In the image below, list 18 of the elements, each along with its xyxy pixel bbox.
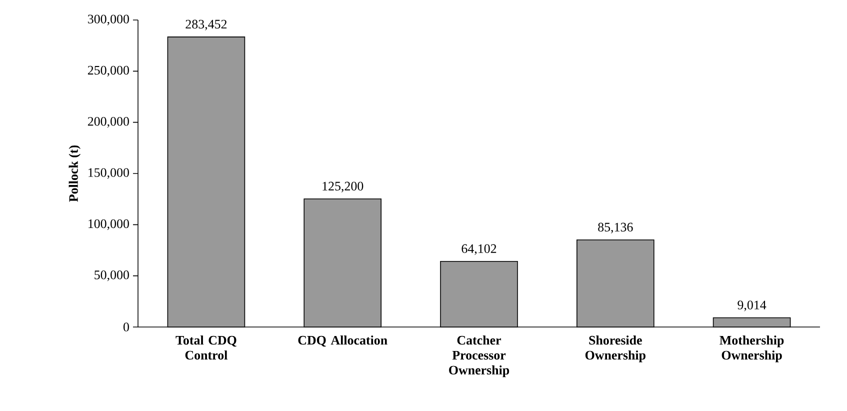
y-tick-label: 200,000 [88, 117, 129, 128]
x-tick-label: Mothership Ownership [720, 336, 784, 362]
data-label: 125,200 [322, 182, 364, 192]
y-tick-label: 50,000 [94, 270, 129, 282]
y-axis-title: Pollock (t) [68, 145, 81, 202]
x-tick-label: CDQ Allocation [298, 336, 388, 347]
y-tick-label: 250,000 [88, 66, 129, 76]
data-label: 283,452 [186, 20, 227, 30]
y-tick-label: 0 [124, 322, 129, 332]
data-label: 9,014 [738, 300, 766, 312]
y-tick-label: 150,000 [88, 168, 129, 179]
x-tick-label: Shoreside Ownership [585, 336, 646, 362]
x-tick-label: Catcher Processor Ownership [449, 336, 510, 378]
data-label: 85,136 [598, 222, 633, 234]
y-tick-label: 100,000 [88, 219, 129, 230]
y-tick-label: 300,000 [88, 14, 129, 26]
data-label: 64,102 [462, 244, 496, 255]
x-tick-label: Total CDQ Control [176, 336, 236, 360]
